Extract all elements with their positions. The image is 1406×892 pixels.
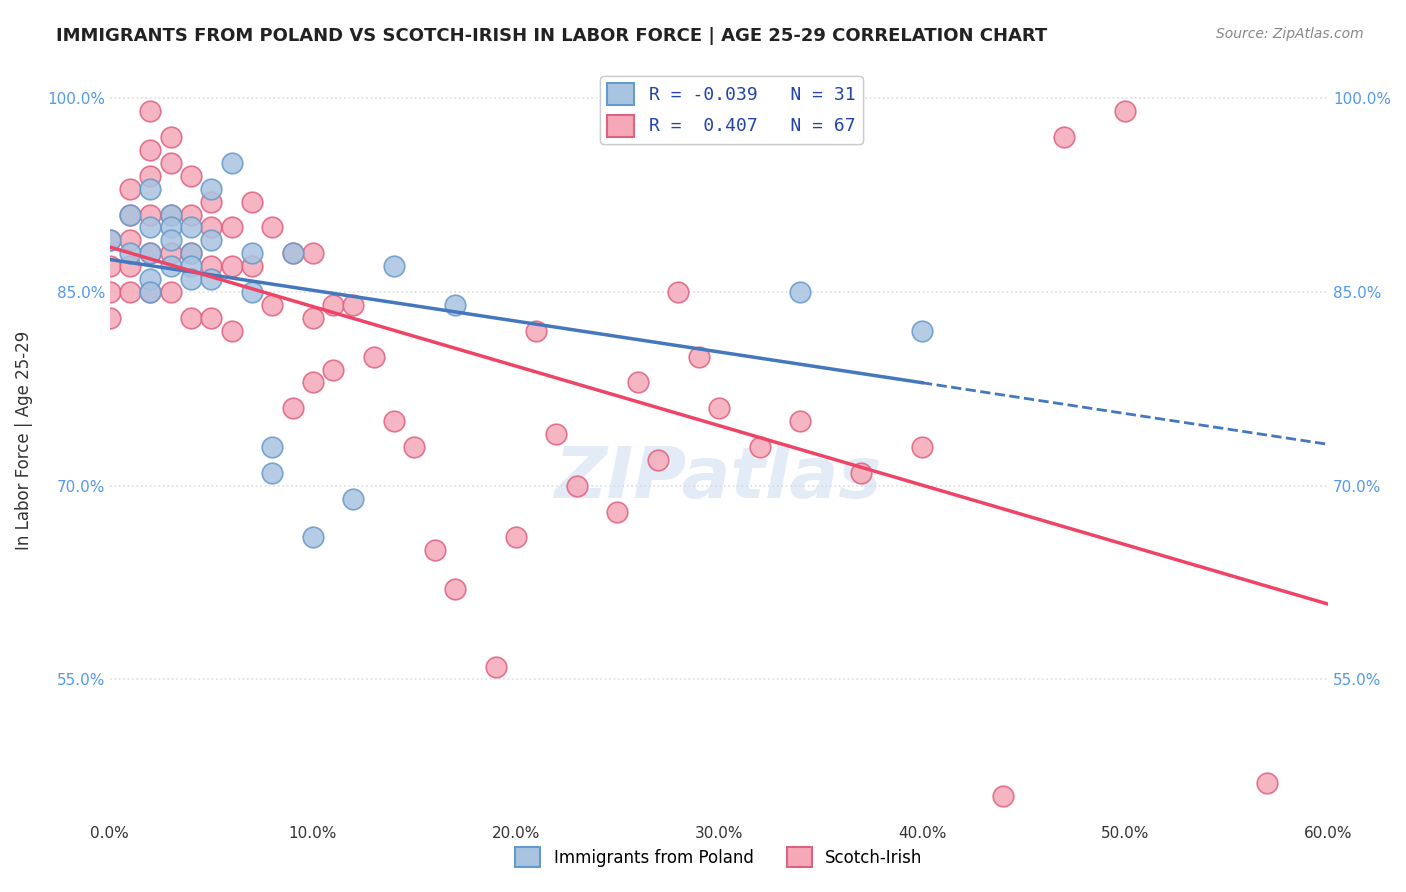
Point (159, 208, 181, 222)
Point (1256, 775, 1278, 789)
Point (262, 466, 284, 480)
Point (98, 233, 121, 247)
Point (281, 401, 304, 416)
Point (120, 208, 142, 222)
Point (993, 789, 1015, 803)
Point (200, 194, 222, 209)
Point (120, 259, 142, 273)
Point (159, 285, 181, 299)
Point (200, 220, 222, 235)
Point (789, 285, 811, 299)
Point (262, 440, 284, 454)
Point (1114, 104, 1136, 119)
Point (180, 246, 202, 260)
Point (159, 233, 181, 247)
Point (180, 259, 202, 273)
Point (139, 104, 162, 119)
Point (98, 310, 121, 325)
Point (98, 259, 121, 273)
Y-axis label: In Labor Force | Age 25-29: In Labor Force | Age 25-29 (15, 331, 32, 550)
Point (301, 376, 323, 390)
Point (180, 169, 202, 183)
Point (688, 350, 710, 364)
Point (748, 440, 770, 454)
Point (281, 246, 304, 260)
Legend: R = -0.039   N = 31, R =  0.407   N = 67: R = -0.039 N = 31, R = 0.407 N = 67 (600, 76, 863, 144)
Point (240, 285, 263, 299)
Point (423, 543, 446, 558)
Point (1053, 130, 1076, 145)
Point (240, 246, 263, 260)
Point (139, 246, 162, 260)
Point (444, 582, 467, 596)
Point (221, 324, 243, 338)
Point (139, 272, 162, 286)
Point (180, 272, 202, 286)
Text: ZIPatlas: ZIPatlas (555, 444, 883, 513)
Point (159, 156, 181, 170)
Text: IMMIGRANTS FROM POLAND VS SCOTCH-IRISH IN LABOR FORCE | AGE 25-29 CORRELATION CH: IMMIGRANTS FROM POLAND VS SCOTCH-IRISH I… (56, 27, 1047, 45)
Point (159, 259, 181, 273)
Point (911, 324, 934, 338)
Point (221, 259, 243, 273)
Point (159, 246, 181, 260)
Point (139, 182, 162, 196)
Point (139, 208, 162, 222)
Point (262, 298, 284, 312)
Point (666, 285, 689, 299)
Point (849, 466, 872, 480)
Point (789, 414, 811, 428)
Point (444, 298, 467, 312)
Point (262, 220, 284, 235)
Point (301, 530, 323, 544)
Point (98, 285, 121, 299)
Point (505, 530, 527, 544)
Point (98, 233, 121, 247)
Point (606, 504, 628, 518)
Point (911, 440, 934, 454)
Point (546, 427, 568, 442)
Point (120, 285, 142, 299)
Point (180, 246, 202, 260)
Point (281, 246, 304, 260)
Point (139, 220, 162, 235)
Point (120, 182, 142, 196)
Point (524, 324, 547, 338)
Point (484, 659, 506, 673)
Point (240, 194, 263, 209)
Point (180, 310, 202, 325)
Point (139, 143, 162, 157)
Point (565, 479, 588, 493)
Point (363, 350, 385, 364)
Point (200, 182, 222, 196)
Point (139, 285, 162, 299)
Point (200, 233, 222, 247)
Point (382, 414, 405, 428)
Point (647, 453, 669, 467)
Point (159, 208, 181, 222)
Point (221, 220, 243, 235)
Point (221, 156, 243, 170)
Point (200, 259, 222, 273)
Point (139, 246, 162, 260)
Point (159, 220, 181, 235)
Point (382, 259, 405, 273)
Point (200, 272, 222, 286)
Point (180, 220, 202, 235)
Point (322, 298, 344, 312)
Text: Source: ZipAtlas.com: Source: ZipAtlas.com (1216, 27, 1364, 41)
Point (627, 376, 650, 390)
Point (404, 440, 426, 454)
Point (120, 246, 142, 260)
Point (322, 362, 344, 376)
Point (180, 208, 202, 222)
Point (120, 233, 142, 247)
Point (301, 246, 323, 260)
Point (240, 259, 263, 273)
Point (342, 298, 364, 312)
Point (139, 285, 162, 299)
Point (301, 310, 323, 325)
Point (159, 130, 181, 145)
Point (200, 310, 222, 325)
